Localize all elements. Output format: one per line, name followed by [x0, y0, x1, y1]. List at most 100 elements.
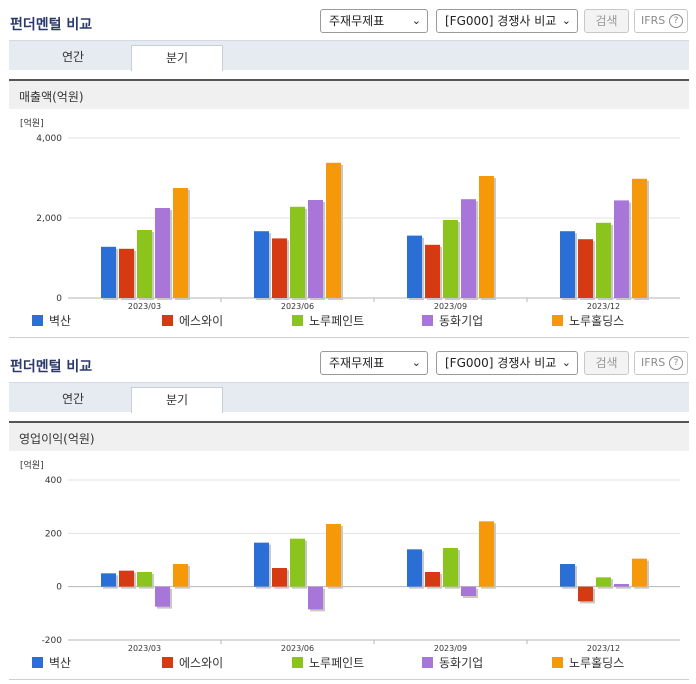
bar-shadow [616, 586, 631, 589]
search-button[interactable]: 검색 [584, 351, 629, 375]
bar [254, 542, 269, 587]
bar [101, 246, 116, 298]
legend-swatch [422, 657, 433, 668]
chart-header-label: 영업이익(억원) [19, 432, 95, 446]
legend-label: 노루홀딩스 [569, 656, 624, 670]
y-tick-label: 0 [56, 583, 62, 593]
bar [560, 564, 575, 587]
help-icon: ? [669, 14, 683, 28]
compare-select-value: [FG000] 경쟁사 비교 [445, 14, 557, 28]
bar [443, 220, 458, 298]
y-unit-label: [억원] [20, 117, 44, 129]
bar [425, 244, 440, 298]
section-toolbar: 펀더멘털 비교 주재무제표 ⌄ [FG000] 경쟁사 비교 ⌄ 검색 IFRS… [0, 0, 696, 40]
bar [137, 230, 152, 298]
tab-annual[interactable]: 연간 [61, 50, 85, 64]
bar [632, 178, 647, 298]
bar [173, 564, 188, 587]
section-toolbar: 펀더멘털 비교 주재무제표 ⌄ [FG000] 경쟁사 비교 ⌄ 검색 IFRS… [0, 342, 696, 382]
bar [119, 570, 134, 587]
y-tick-label: 200 [45, 529, 62, 539]
bar [290, 206, 305, 298]
legend-label: 동화기업 [439, 656, 483, 670]
bar [308, 586, 323, 610]
x-tick-label: 2023/03 [128, 302, 161, 311]
ifrs-button[interactable]: IFRS ? [634, 9, 688, 33]
bar [119, 248, 134, 298]
legend-label: 에스와이 [179, 314, 223, 328]
legend-label: 벽산 [49, 656, 71, 670]
legend-label: 노루페인트 [309, 314, 364, 328]
bar [326, 524, 341, 587]
compare-select-value: [FG000] 경쟁사 비교 [445, 356, 557, 370]
x-tick-label: 2023/12 [587, 644, 620, 653]
y-tick-label: -200 [42, 636, 63, 646]
bar [308, 200, 323, 298]
compare-select[interactable]: [FG000] 경쟁사 비교 ⌄ [436, 9, 578, 33]
bar [461, 199, 476, 298]
chart-header-label: 매출액(억원) [19, 90, 84, 104]
legend-swatch [162, 657, 173, 668]
y-tick-label: 4,000 [36, 134, 62, 144]
tab-annual[interactable]: 연간 [61, 392, 85, 406]
x-tick-label: 2023/03 [128, 644, 161, 653]
bar [254, 231, 269, 298]
bar [407, 235, 422, 298]
legend-label: 에스와이 [179, 656, 223, 670]
bar [326, 162, 341, 298]
tab-quarter[interactable]: 분기 [131, 45, 223, 71]
fundamental-section-sales: 펀더멘털 비교 주재무제표 ⌄ [FG000] 경쟁사 비교 ⌄ 검색 IFRS… [0, 0, 696, 338]
period-tabs: 연간 분기 [9, 40, 689, 71]
bar [155, 208, 170, 298]
x-tick-label: 2023/12 [587, 302, 620, 311]
ifrs-button[interactable]: IFRS ? [634, 351, 688, 375]
section-divider [9, 337, 689, 338]
chart-header: 영업이익(억원) [9, 421, 689, 451]
legend-label: 동화기업 [439, 314, 483, 328]
bar [425, 572, 440, 587]
tab-quarter[interactable]: 분기 [131, 387, 223, 413]
bar [578, 239, 593, 298]
period-tabs: 연간 분기 [9, 382, 689, 413]
bar [290, 538, 305, 587]
legend-label: 노루페인트 [309, 656, 364, 670]
legend-label: 벽산 [49, 314, 71, 328]
bar [173, 188, 188, 298]
bar [596, 577, 611, 587]
bar [479, 521, 494, 587]
bar [560, 231, 575, 298]
bar [407, 549, 422, 587]
y-unit-label: [억원] [20, 459, 44, 471]
statement-select[interactable]: 주재무제표 ⌄ [320, 9, 428, 33]
bar [632, 558, 647, 587]
legend-swatch [32, 657, 43, 668]
ifrs-label: IFRS [641, 14, 666, 27]
chart-header: 매출액(억원) [9, 79, 689, 109]
search-button[interactable]: 검색 [584, 9, 629, 33]
statement-select-value: 주재무제표 [329, 14, 385, 28]
bar [137, 572, 152, 587]
bar [101, 573, 116, 587]
operating-profit-bar-chart: [억원] -200 0 200 400 2023/03 2023/06 2023/09 2023… [20, 459, 680, 670]
bar [596, 222, 611, 298]
section-title: 펀더멘털 비교 [10, 17, 93, 33]
bar [443, 548, 458, 587]
bar [155, 586, 170, 607]
compare-select[interactable]: [FG000] 경쟁사 비교 ⌄ [436, 351, 578, 375]
statement-select[interactable]: 주재무제표 ⌄ [320, 351, 428, 375]
bar [614, 584, 629, 587]
y-tick-label: 0 [56, 294, 62, 304]
fundamental-section-operating-profit: 펀더멘털 비교 주재무제표 ⌄ [FG000] 경쟁사 비교 ⌄ 검색 IFRS… [0, 342, 696, 684]
y-tick-label: 2,000 [36, 214, 62, 224]
bar [461, 586, 476, 596]
chevron-down-icon: ⌄ [561, 356, 571, 369]
legend-swatch [552, 315, 563, 326]
y-tick-label: 400 [45, 476, 62, 486]
ifrs-label: IFRS [641, 356, 666, 369]
chevron-down-icon: ⌄ [411, 14, 421, 27]
x-tick-label: 2023/06 [281, 644, 314, 653]
chevron-down-icon: ⌄ [411, 356, 421, 369]
legend-swatch [292, 657, 303, 668]
bar [578, 586, 593, 602]
legend-swatch [32, 315, 43, 326]
